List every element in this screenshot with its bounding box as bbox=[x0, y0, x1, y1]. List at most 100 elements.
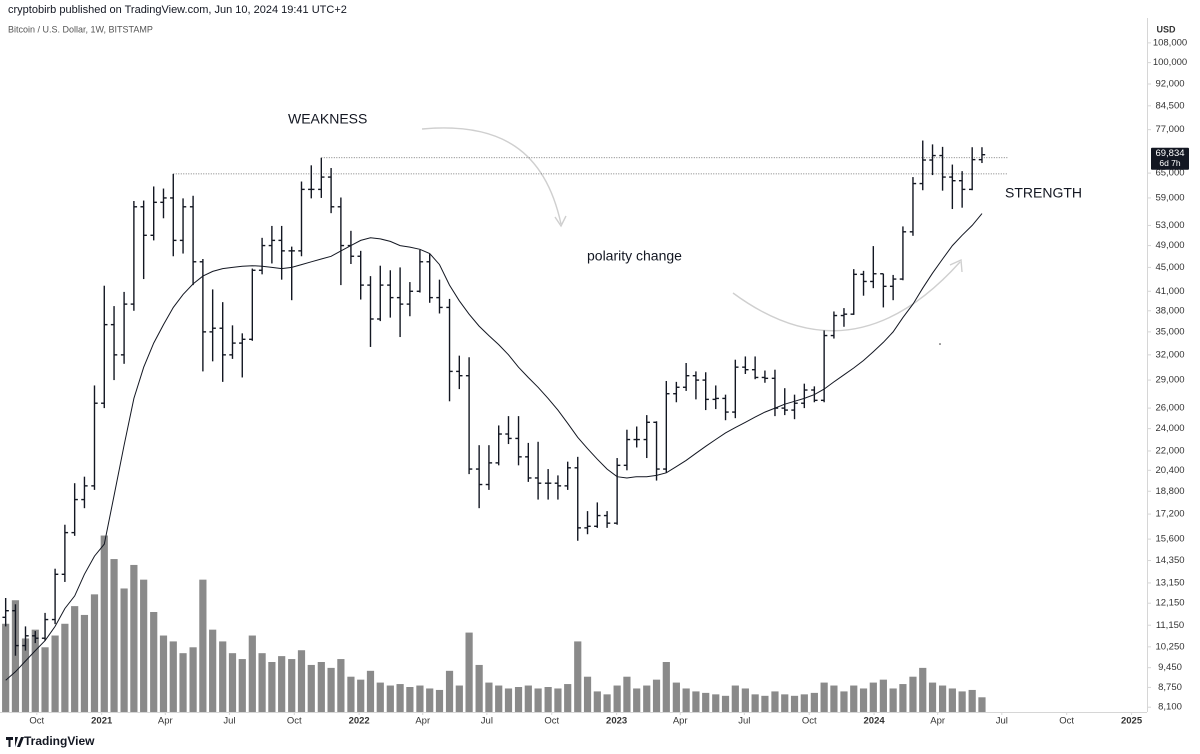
x-tick-label: Oct bbox=[1059, 716, 1074, 727]
ohlc-bar bbox=[465, 357, 473, 475]
volume-bar bbox=[337, 659, 345, 712]
ohlc-bar bbox=[179, 198, 187, 254]
ohlc-bar bbox=[436, 279, 443, 314]
x-tick-label: 2022 bbox=[349, 716, 370, 727]
ohlc-bar bbox=[2, 597, 9, 627]
ohlc-bar bbox=[771, 369, 779, 417]
ohlc-bar bbox=[249, 268, 256, 341]
volume-bar bbox=[889, 688, 897, 712]
volume-bar bbox=[209, 629, 217, 712]
arrowhead bbox=[949, 258, 963, 273]
y-tick-label: 45,000 bbox=[1155, 262, 1184, 273]
y-tick-label: 8,750 bbox=[1158, 682, 1182, 693]
volume-bar bbox=[633, 688, 641, 712]
y-tick-label: 10,250 bbox=[1155, 641, 1184, 652]
annotation: STRENGTH bbox=[1005, 185, 1082, 201]
volume-bar bbox=[810, 692, 818, 712]
ohlc-bar bbox=[702, 372, 709, 411]
volume-bar bbox=[574, 641, 582, 712]
x-tick-label: Apr bbox=[673, 716, 688, 727]
annotation: WEAKNESS bbox=[288, 111, 367, 127]
volume-bar bbox=[61, 623, 69, 712]
ohlc-bar bbox=[406, 282, 414, 317]
x-tick-label: Oct bbox=[287, 716, 302, 727]
volume-bar bbox=[455, 685, 463, 712]
volume-bar bbox=[751, 694, 759, 712]
volume-bar bbox=[435, 689, 444, 712]
volume-bar bbox=[100, 535, 108, 712]
ohlc-bar bbox=[722, 394, 729, 421]
y-tick-label: 24,000 bbox=[1155, 423, 1184, 434]
volume-bar bbox=[150, 612, 158, 712]
ohlc-bar bbox=[870, 246, 877, 289]
y-tick-label: 15,600 bbox=[1155, 534, 1184, 545]
volume-bar bbox=[958, 691, 966, 712]
volume-bar bbox=[781, 694, 789, 712]
ohlc-bar bbox=[968, 147, 976, 191]
volume-bar bbox=[879, 679, 887, 712]
ohlc-bar bbox=[633, 426, 640, 448]
volume-bar bbox=[623, 676, 631, 712]
arrow-weakness bbox=[421, 127, 562, 225]
volume-bar bbox=[721, 695, 730, 712]
logo bbox=[6, 737, 24, 747]
volume-bar bbox=[564, 684, 572, 712]
ohlc-bar bbox=[456, 355, 463, 390]
ohlc-bar bbox=[298, 181, 305, 257]
volume-bar bbox=[859, 688, 868, 712]
volume-bar bbox=[583, 676, 592, 712]
volume-bar bbox=[514, 687, 523, 712]
volume-bar bbox=[41, 647, 49, 712]
ohlc-bar bbox=[387, 270, 394, 318]
annotation: polarity change bbox=[587, 248, 682, 264]
y-tick-label: 12,150 bbox=[1155, 598, 1184, 609]
volume-bar bbox=[31, 629, 39, 712]
ohlc-bar bbox=[258, 237, 266, 275]
footer-brand: TradingView bbox=[24, 734, 95, 748]
volume-bar bbox=[692, 691, 700, 712]
ohlc-bar bbox=[505, 416, 512, 445]
ohlc-bar bbox=[308, 165, 315, 199]
ohlc-bar bbox=[682, 362, 690, 391]
y-tick-label: 65,000 bbox=[1155, 168, 1184, 179]
price-bars bbox=[2, 140, 986, 656]
ohlc-bar bbox=[515, 416, 522, 466]
volume-bar bbox=[948, 688, 956, 712]
ohlc-bar bbox=[327, 168, 335, 214]
ohlc-bar bbox=[811, 386, 818, 403]
ohlc-bar bbox=[41, 612, 49, 641]
y-tick-label: 35,000 bbox=[1155, 326, 1184, 337]
footer: TradingView bbox=[6, 734, 95, 748]
volume-bar bbox=[761, 695, 769, 712]
ohlc-bar bbox=[534, 441, 542, 500]
volume-bar bbox=[258, 653, 266, 712]
volume-bar bbox=[830, 685, 838, 712]
dot bbox=[939, 343, 941, 345]
last-price-label: 69,834 bbox=[1155, 148, 1184, 159]
y-tick-label: 100,000 bbox=[1153, 57, 1187, 68]
y-tick-label: 22,000 bbox=[1155, 445, 1184, 456]
ohlc-bar bbox=[475, 445, 483, 509]
ohlc-bar bbox=[761, 370, 769, 383]
volume-bar bbox=[820, 682, 828, 712]
moving-average bbox=[5, 213, 983, 681]
ohlc-bar bbox=[101, 285, 108, 409]
y-tick-label: 38,000 bbox=[1155, 305, 1184, 316]
x-tick-label: 2024 bbox=[864, 716, 886, 727]
y-tick-label: 18,800 bbox=[1155, 486, 1184, 497]
volume-bar bbox=[790, 695, 799, 712]
volume-bar bbox=[268, 662, 276, 712]
volume-bar bbox=[219, 641, 227, 712]
ohlc-bar bbox=[939, 146, 946, 191]
volume-bar bbox=[307, 664, 315, 712]
volume-bar bbox=[524, 685, 532, 712]
volume-bar bbox=[603, 694, 611, 712]
y-tick-label: 20,400 bbox=[1155, 465, 1184, 476]
ohlc-bar bbox=[663, 380, 670, 473]
y-tick-label: 11,150 bbox=[1156, 620, 1184, 631]
y-tick-label: 108,000 bbox=[1153, 37, 1187, 48]
ohlc-bar bbox=[170, 173, 177, 257]
volume-bar bbox=[504, 688, 513, 712]
y-tick-label: 14,350 bbox=[1155, 555, 1184, 566]
